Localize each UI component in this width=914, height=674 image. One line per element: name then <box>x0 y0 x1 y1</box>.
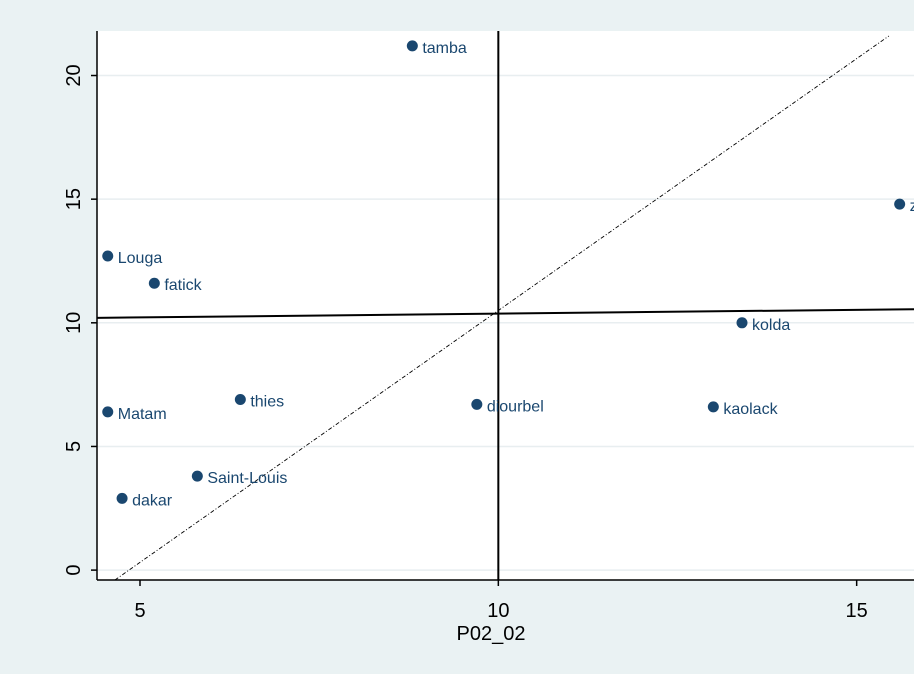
point-label: kolda <box>752 317 790 334</box>
data-point <box>116 492 128 504</box>
axes-layer: 0 5 10 15 20 5 10 15 <box>63 31 914 622</box>
data-point <box>736 317 748 329</box>
point-label: Matam <box>118 406 167 423</box>
point-label: kaolack <box>723 401 778 418</box>
point-label: dakar <box>132 492 173 509</box>
point-label: Saint-Louis <box>207 470 287 487</box>
data-point <box>191 470 203 482</box>
data-point <box>234 393 246 405</box>
data-point <box>406 40 418 52</box>
x-tick-label: 15 <box>846 600 868 622</box>
grid-layer <box>97 74 914 571</box>
reference-lines <box>96 31 914 581</box>
y-tick-label: 15 <box>63 188 85 210</box>
point-label: zig <box>910 198 914 215</box>
data-point <box>102 250 114 262</box>
data-point <box>894 198 906 210</box>
x-tick-label: 5 <box>134 600 145 622</box>
data-point <box>707 401 719 413</box>
data-point <box>148 277 160 289</box>
data-point <box>102 406 114 418</box>
x-tick-label: 10 <box>487 600 509 622</box>
y-tick-label: 20 <box>63 64 85 86</box>
y-tick-label: 5 <box>63 441 85 452</box>
y-tick-label: 10 <box>63 312 85 334</box>
point-label: Louga <box>118 250 163 267</box>
point-label: diourbel <box>487 398 544 415</box>
point-label: thies <box>250 393 284 410</box>
y-tick-label: 0 <box>63 565 85 576</box>
horizontal-reference-line <box>96 308 914 319</box>
data-point <box>471 398 483 410</box>
point-label: fatick <box>164 277 202 294</box>
point-label: tamba <box>422 40 467 57</box>
x-axis-label: P02_02 <box>457 623 526 645</box>
